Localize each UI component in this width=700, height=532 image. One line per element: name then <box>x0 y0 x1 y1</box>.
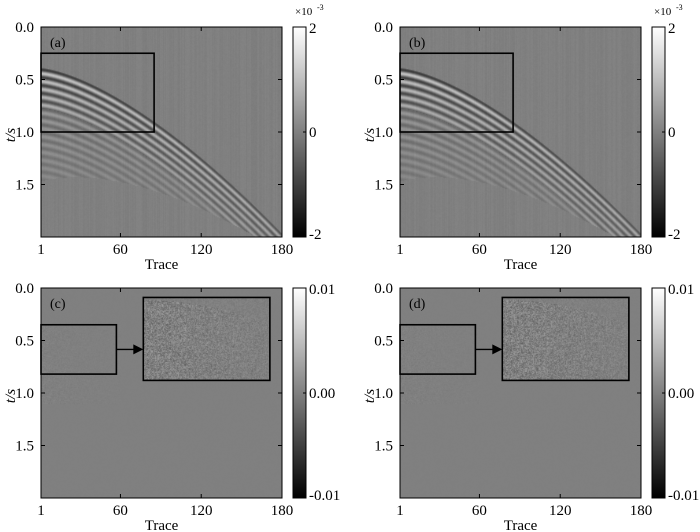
x-tick-label: 120 <box>549 503 572 519</box>
y-tick-label: 1.0 <box>374 386 393 402</box>
x-tick-label: 60 <box>113 503 128 519</box>
y-tick-label: 0.5 <box>374 73 393 89</box>
panel-label: (d) <box>409 297 426 312</box>
colorbar-tick-label: -2 <box>668 227 681 243</box>
x-tick-label: 180 <box>271 503 294 519</box>
x-axis-label: Trace <box>504 257 538 273</box>
colorbar-tick-label: 0.01 <box>309 282 335 298</box>
zoom-box <box>399 323 477 375</box>
colorbar-tick-label: -2 <box>309 227 322 243</box>
y-axis-label: t/s <box>362 389 378 403</box>
x-axis-label: Trace <box>145 257 179 273</box>
x-tick-label: 1 <box>396 242 404 258</box>
x-tick-label: 60 <box>472 242 487 258</box>
y-axis-label: t/s <box>362 128 378 142</box>
y-tick-label: 0.0 <box>374 281 393 297</box>
colorbar-tick-label: 0.01 <box>668 282 694 298</box>
colorbar-multiplier: ×10 <box>295 6 313 18</box>
x-tick-label: 120 <box>190 242 213 258</box>
y-tick-label: 1.5 <box>374 439 393 455</box>
colorbar-tick-label: 2 <box>309 21 317 37</box>
x-tick-label: 1 <box>37 503 45 519</box>
zoom-box <box>40 52 155 133</box>
panel-label: (a) <box>50 36 66 51</box>
y-axis-label: t/s <box>3 389 19 403</box>
colorbar-tick-label: 2 <box>668 21 676 37</box>
y-tick-label: 1.0 <box>374 125 393 141</box>
y-tick-label: 0.5 <box>374 334 393 350</box>
plot-frame <box>399 287 642 499</box>
zoom-box <box>399 52 514 133</box>
y-tick-label: 0.0 <box>15 20 34 36</box>
colorbar-tick-label: -0.01 <box>309 488 340 504</box>
zoom-inset-image <box>143 297 271 381</box>
panel-label: (b) <box>409 36 426 51</box>
x-tick-label: 60 <box>472 503 487 519</box>
colorbar-exponent: -3 <box>676 3 683 12</box>
zoom-inset-frame <box>142 296 271 382</box>
panel-label: (c) <box>50 297 66 312</box>
y-axis-label: t/s <box>3 128 19 142</box>
x-tick-label: 180 <box>630 242 653 258</box>
x-tick-label: 1 <box>396 503 404 519</box>
x-axis-label: Trace <box>145 518 179 532</box>
colorbar-tick-label: 0.00 <box>668 386 694 402</box>
x-tick-label: 120 <box>190 503 213 519</box>
colorbar-tick-label: 0 <box>668 125 676 141</box>
x-tick-label: 120 <box>549 242 572 258</box>
colorbar-exponent: -3 <box>317 3 324 12</box>
zoom-arrow-head-icon <box>133 344 144 355</box>
colorbar-tick-label: 0.00 <box>309 386 335 402</box>
x-tick-label: 60 <box>113 242 128 258</box>
colorbar-multiplier: ×10 <box>654 6 672 18</box>
x-axis-label: Trace <box>504 518 538 532</box>
colorbar-tick-label: 0 <box>309 125 317 141</box>
x-tick-label: 180 <box>271 242 294 258</box>
y-tick-label: 0.0 <box>15 281 34 297</box>
zoom-box <box>40 323 118 375</box>
zoom-inset-image <box>502 297 630 381</box>
y-tick-label: 1.5 <box>374 178 393 194</box>
colorbar-tick-label: -0.01 <box>668 488 699 504</box>
y-tick-label: 0.5 <box>15 334 34 350</box>
plot-frame <box>40 287 283 499</box>
zoom-inset-frame <box>501 296 630 382</box>
x-tick-label: 1 <box>37 242 45 258</box>
y-tick-label: 1.5 <box>15 439 34 455</box>
zoom-arrow-head-icon <box>492 344 503 355</box>
y-tick-label: 1.0 <box>15 125 34 141</box>
y-tick-label: 0.0 <box>374 20 393 36</box>
x-tick-label: 180 <box>630 503 653 519</box>
y-tick-label: 0.5 <box>15 73 34 89</box>
y-tick-label: 1.5 <box>15 178 34 194</box>
y-tick-label: 1.0 <box>15 386 34 402</box>
